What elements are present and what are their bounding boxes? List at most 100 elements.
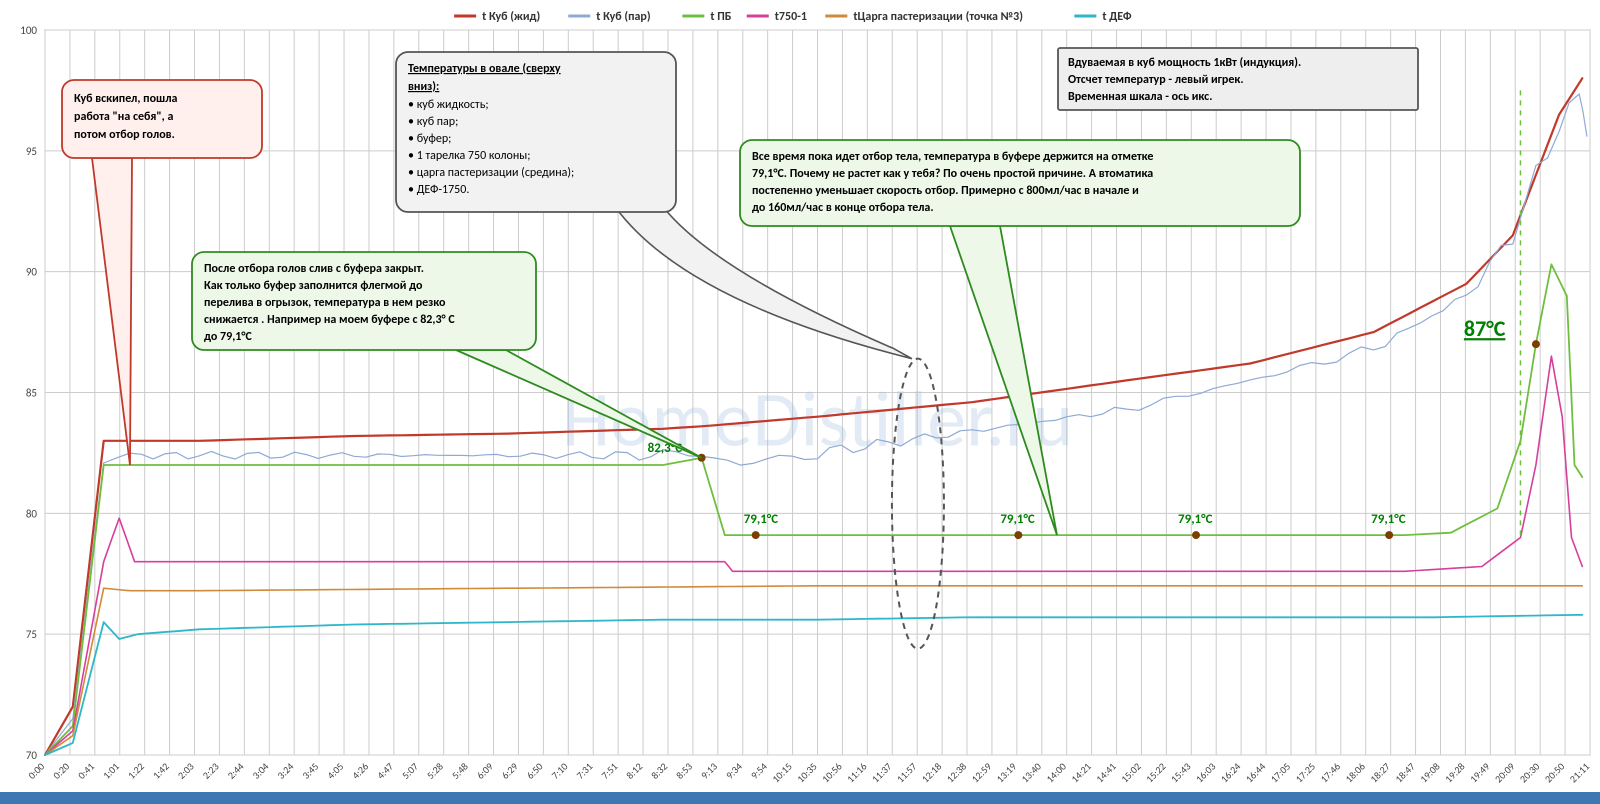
- x-tick-label: 2:44: [225, 760, 247, 782]
- marker-dot: [1532, 340, 1540, 348]
- callout-line: Куб вскипел, пошла: [74, 92, 178, 106]
- callout-line: Как только буфер заполнится флегмой до: [204, 279, 423, 293]
- callout-gray-bullet: • царга пастеризации (средина);: [408, 166, 574, 180]
- x-tick-label: 8:32: [648, 760, 670, 782]
- x-tick-label: 5:48: [449, 760, 471, 782]
- x-tick-label: 19:08: [1417, 760, 1442, 785]
- x-tick-label: 1:42: [150, 760, 172, 782]
- legend-label-def: t ДЕФ: [1102, 10, 1131, 24]
- x-tick-label: 9:54: [748, 760, 770, 782]
- x-tick-label: 15:22: [1143, 760, 1168, 785]
- x-tick-label: 2:23: [200, 760, 222, 782]
- x-tick-label: 14:41: [1093, 760, 1118, 785]
- x-tick-label: 4:47: [374, 760, 396, 782]
- x-tick-label: 0:00: [25, 760, 47, 782]
- x-tick-label: 3:45: [299, 760, 321, 782]
- x-tick-label: 3:04: [250, 760, 272, 782]
- callout-red-tail: [92, 158, 132, 465]
- x-tick-label: 8:12: [623, 760, 645, 782]
- x-tick-label: 7:10: [549, 760, 571, 782]
- x-tick-label: 18:06: [1342, 760, 1367, 785]
- x-tick-label: 12:59: [969, 760, 994, 785]
- x-tick-label: 20:50: [1542, 760, 1567, 785]
- x-tick-label: 16:03: [1193, 760, 1218, 785]
- marker-dot: [1192, 531, 1200, 539]
- x-tick-label: 9:34: [723, 760, 745, 782]
- callout-line: работа "на себя", а: [74, 110, 173, 124]
- y-tick-label: 75: [26, 628, 37, 641]
- x-tick-label: 3:24: [274, 760, 296, 782]
- x-tick-label: 9:13: [698, 760, 720, 782]
- callout-line: Временная шкала - ось икс.: [1068, 90, 1212, 104]
- x-tick-label: 20:09: [1492, 760, 1517, 785]
- x-tick-label: 5:28: [424, 760, 446, 782]
- callout-gray-bullet: • куб жидкость;: [408, 98, 489, 112]
- marker-dot: [752, 531, 760, 539]
- x-tick-label: 16:24: [1218, 760, 1243, 785]
- x-tick-label: 11:16: [844, 760, 869, 785]
- legend-label-kubzh: t Куб (жид): [482, 10, 540, 24]
- x-tick-label: 13:40: [1018, 760, 1043, 785]
- x-tick-label: 20:30: [1517, 760, 1542, 785]
- marker-dot: [1014, 531, 1022, 539]
- y-tick-label: 95: [26, 145, 37, 158]
- x-tick-label: 10:15: [769, 760, 794, 785]
- y-tick-label: 85: [26, 387, 37, 400]
- x-tick-label: 11:57: [894, 760, 919, 785]
- callout-gray-bullet: • буфер;: [408, 132, 451, 146]
- callout-line: до 160мл/час в конце отбора тела.: [752, 201, 934, 215]
- x-tick-label: 18:27: [1367, 760, 1392, 785]
- callout-line: до 79,1°С: [204, 330, 252, 344]
- x-tick-label: 8:53: [673, 760, 695, 782]
- footer-bar: [0, 792, 1600, 804]
- callout-line: потом отбор голов.: [74, 128, 175, 142]
- watermark: HomeDistiller.ru: [562, 372, 1074, 467]
- x-tick-label: 6:50: [524, 760, 546, 782]
- marker-label: 79,1°C: [1000, 512, 1035, 527]
- series-def: [45, 615, 1582, 755]
- x-tick-label: 12:38: [944, 760, 969, 785]
- marker-label: 82,3°C: [648, 441, 683, 456]
- callout-line: Вдуваемая в куб мощность 1кВт (индукция)…: [1068, 56, 1301, 70]
- y-tick-label: 70: [26, 749, 38, 762]
- callout-line: После отбора голов слив с буфера закрыт.: [204, 262, 424, 276]
- x-tick-label: 1:22: [125, 760, 147, 782]
- x-tick-label: 15:43: [1168, 760, 1193, 785]
- legend-label-kubpar: t Куб (пар): [596, 10, 650, 24]
- x-tick-label: 17:05: [1268, 760, 1293, 785]
- x-tick-label: 12:18: [919, 760, 944, 785]
- x-tick-label: 14:21: [1068, 760, 1093, 785]
- x-tick-label: 4:05: [324, 760, 346, 782]
- marker-label: 87°C: [1464, 315, 1506, 342]
- x-tick-label: 17:25: [1293, 760, 1318, 785]
- callout-line: Все время пока идет отбор тела, температ…: [752, 150, 1153, 164]
- x-tick-label: 0:41: [75, 760, 97, 782]
- x-tick-label: 5:07: [399, 760, 421, 782]
- marker-dot: [1385, 531, 1393, 539]
- x-tick-label: 11:37: [869, 760, 894, 785]
- y-tick-label: 80: [26, 507, 38, 520]
- series-tsarga: [45, 586, 1582, 755]
- x-tick-label: 18:47: [1392, 760, 1417, 785]
- legend-label-tsarga: tЦарга пастеризации (точка №3): [853, 10, 1023, 24]
- x-tick-label: 17:46: [1318, 760, 1343, 785]
- marker-label: 79,1°C: [1178, 512, 1213, 527]
- y-tick-label: 90: [26, 266, 38, 279]
- x-tick-label: 19:49: [1467, 760, 1492, 785]
- y-tick-label: 100: [20, 24, 37, 37]
- x-tick-label: 7:31: [574, 760, 596, 782]
- x-tick-label: 21:11: [1567, 760, 1592, 785]
- x-tick-label: 14:00: [1043, 760, 1068, 785]
- x-tick-label: 2:03: [175, 760, 197, 782]
- marker-label: 79,1°C: [744, 512, 779, 527]
- legend-label-t750: t750-1: [775, 10, 807, 24]
- x-tick-label: 4:26: [349, 760, 371, 782]
- callout-line: Отсчет температур - левый игрек.: [1068, 73, 1244, 87]
- callout-gray-title: вниз):: [408, 80, 439, 94]
- x-tick-label: 16:44: [1243, 760, 1268, 785]
- x-tick-label: 6:29: [499, 760, 521, 782]
- x-tick-label: 6:09: [474, 760, 496, 782]
- x-tick-label: 0:20: [50, 760, 72, 782]
- x-tick-label: 10:56: [819, 760, 844, 785]
- callout-gray-bullet: • ДЕФ-1750.: [408, 183, 469, 197]
